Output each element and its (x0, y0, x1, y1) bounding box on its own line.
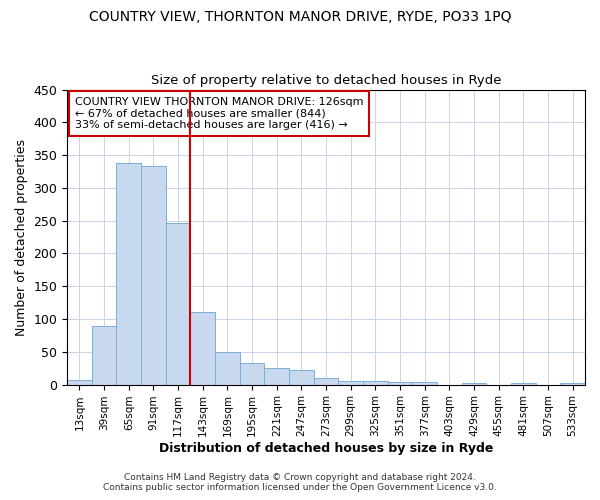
Bar (92, 326, 116, 384)
Bar (511, 382, 536, 384)
Bar (166, 224, 190, 384)
Bar (560, 382, 585, 384)
Bar (314, 378, 338, 384)
Bar (338, 382, 363, 384)
Bar (116, 163, 141, 384)
Y-axis label: Number of detached properties: Number of detached properties (15, 138, 28, 336)
Bar (67, 380, 92, 384)
Bar (388, 382, 412, 384)
Bar (412, 382, 437, 384)
Bar (240, 363, 265, 384)
Bar (215, 352, 240, 384)
Text: Contains HM Land Registry data © Crown copyright and database right 2024.
Contai: Contains HM Land Registry data © Crown c… (103, 473, 497, 492)
Text: COUNTRY VIEW THORNTON MANOR DRIVE: 126sqm
← 67% of detached houses are smaller (: COUNTRY VIEW THORNTON MANOR DRIVE: 126sq… (75, 97, 364, 130)
X-axis label: Distribution of detached houses by size in Ryde: Distribution of detached houses by size … (159, 442, 493, 455)
Bar (363, 380, 388, 384)
Bar (265, 368, 289, 384)
Bar (141, 166, 166, 384)
Title: Size of property relative to detached houses in Ryde: Size of property relative to detached ho… (151, 74, 502, 87)
Bar (462, 382, 487, 384)
Text: COUNTRY VIEW, THORNTON MANOR DRIVE, RYDE, PO33 1PQ: COUNTRY VIEW, THORNTON MANOR DRIVE, RYDE… (89, 10, 511, 24)
Bar (190, 312, 215, 384)
Bar (289, 370, 314, 384)
